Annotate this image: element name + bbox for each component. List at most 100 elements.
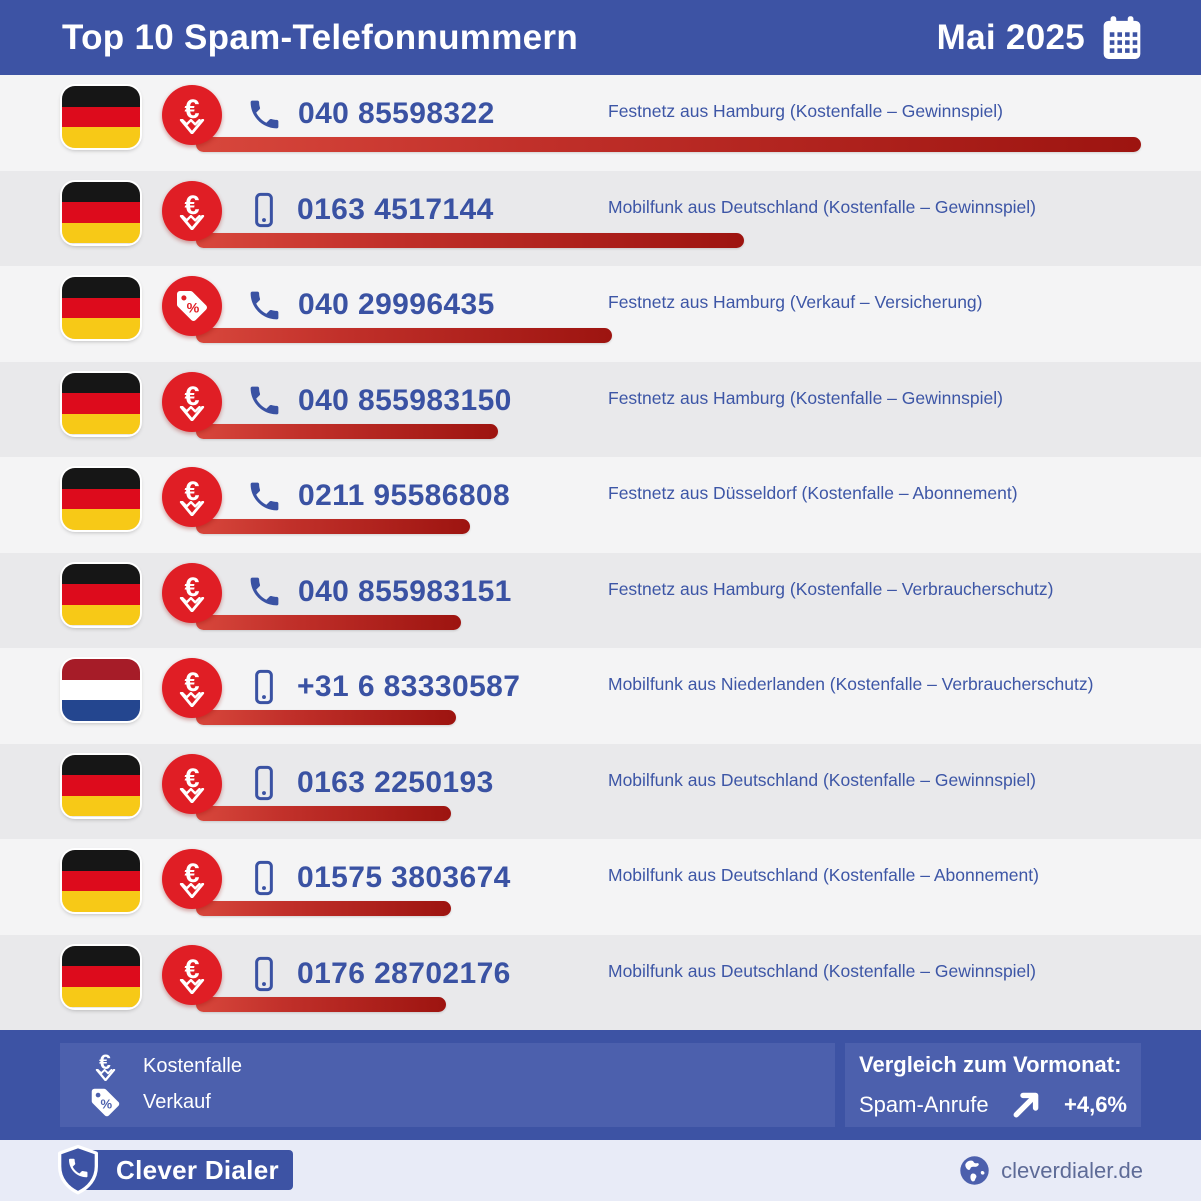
arrow-up-right-icon (1013, 1092, 1039, 1118)
spam-volume-bar (196, 996, 447, 1012)
legend-item-verkauf: % Verkauf (85, 1086, 835, 1119)
euro-trap-icon: € (179, 382, 205, 421)
legend: € Kostenfalle % Verkauf (60, 1043, 835, 1127)
euro-trap-icon: € (179, 955, 205, 994)
phone-description: Festnetz aus Hamburg (Kostenfalle – Gewi… (608, 101, 1003, 121)
spam-row-2: € % 0163 4517144 Mobilfunk aus Deutschla… (0, 170, 1201, 266)
mobile-phone-icon (246, 956, 282, 992)
phone-number: 0163 2250193 (297, 765, 494, 799)
spam-volume-bar-track (196, 996, 1141, 1012)
category-badge: € % (162, 849, 222, 909)
spam-volume-bar-track (196, 328, 1141, 343)
country-flag (62, 659, 140, 721)
svg-text:%: % (100, 1096, 112, 1111)
country-flag (62, 754, 140, 817)
legend-label: Kostenfalle (143, 1054, 242, 1077)
spam-volume-bar (196, 614, 461, 630)
phone-description: Mobilfunk aus Deutschland (Kostenfalle –… (608, 196, 1037, 217)
category-badge: € % (162, 467, 222, 527)
spam-row-5: € % 0211 95586808 Festnetz aus Düsseldor… (0, 457, 1201, 553)
phone-line: +31 6 83330587 (246, 666, 520, 708)
spam-volume-bar-track (196, 614, 1141, 630)
category-badge: € % (162, 85, 222, 145)
spam-row-7: € % +31 6 83330587 Mobilfunk aus Niederl… (0, 648, 1201, 744)
euro-trap-icon: € (179, 764, 205, 803)
phone-number: 0211 95586808 (298, 479, 511, 512)
phone-description: Festnetz aus Hamburg (Kostenfalle – Verb… (608, 578, 1054, 599)
spam-row-6: € % 040 855983151 Festnetz aus Hamburg (… (0, 552, 1201, 648)
spam-volume-bar (196, 232, 745, 248)
phone-line: 040 85598322 (246, 93, 495, 135)
website-url: cleverdialer.de (1001, 1157, 1143, 1183)
period: Mai 2025 (937, 15, 1143, 61)
brand-bar: Clever Dialer cleverdialer.de (0, 1140, 1201, 1201)
mobile-phone-icon (246, 765, 282, 801)
spam-volume-bar (196, 901, 452, 916)
phone-description: Mobilfunk aus Deutschland (Kostenfalle –… (608, 960, 1037, 981)
website: cleverdialer.de (959, 1140, 1143, 1201)
category-badge: € % (162, 753, 222, 814)
spam-row-4: € % 040 855983150 Festnetz aus Hamburg (… (0, 361, 1201, 457)
spam-volume-bar-track (196, 137, 1141, 152)
country-flag (62, 850, 140, 912)
page-title: Top 10 Spam-Telefonnummern (62, 17, 579, 57)
spam-number-list: € % 040 85598322 Festnetz aus Hamburg (K… (0, 75, 1201, 1030)
spam-volume-bar (196, 710, 456, 725)
phone-line: 0163 4517144 (246, 189, 494, 231)
comparison-label: Spam-Anrufe (859, 1092, 989, 1117)
euro-trap-icon: € (179, 860, 205, 898)
comparison-title: Vergleich zum Vormonat: (859, 1052, 1122, 1077)
header: Top 10 Spam-Telefonnummern Mai 2025 (0, 0, 1201, 75)
landline-phone-icon (246, 96, 283, 133)
phone-line: 040 855983151 (246, 571, 512, 613)
phone-description: Festnetz aus Hamburg (Kostenfalle – Gewi… (608, 387, 1003, 408)
country-flag (62, 468, 140, 530)
spam-volume-bar-track (196, 232, 1141, 248)
globe-icon (960, 1156, 989, 1185)
phone-number: 040 85598322 (298, 97, 495, 130)
phone-number: +31 6 83330587 (297, 670, 521, 703)
category-badge: € % (162, 944, 222, 1005)
shield-phone-icon (58, 1144, 98, 1195)
spam-row-1: € % 040 85598322 Festnetz aus Hamburg (K… (0, 75, 1201, 171)
clever-dialer-logo: Clever Dialer (58, 1144, 293, 1195)
svg-text:%: % (187, 301, 200, 317)
category-badge: € % (162, 276, 222, 336)
category-badge: € % (162, 371, 222, 432)
mobile-phone-icon (246, 669, 282, 705)
phone-description: Festnetz aus Hamburg (Verkauf – Versiche… (608, 292, 983, 312)
price-tag-icon: % (89, 1086, 122, 1119)
spam-volume-bar (196, 519, 471, 534)
phone-number: 040 29996435 (298, 288, 495, 321)
phone-line: 0163 2250193 (246, 762, 494, 804)
phone-line: 01575 3803674 (246, 857, 511, 899)
country-flag (62, 563, 140, 626)
landline-phone-icon (246, 478, 283, 515)
landline-phone-icon (246, 382, 283, 419)
category-badge: € % (162, 562, 222, 623)
phone-number: 0176 28702176 (297, 956, 511, 990)
spam-row-3: € % 040 29996435 Festnetz aus Hamburg (V… (0, 266, 1201, 362)
landline-phone-icon (246, 287, 283, 324)
phone-line: 0211 95586808 (246, 475, 510, 517)
comparison-value: +4,6% (1064, 1092, 1127, 1117)
euro-trap-icon: € (95, 1052, 116, 1081)
phone-description: Mobilfunk aus Deutschland (Kostenfalle –… (608, 769, 1037, 790)
spam-row-8: € % 0163 2250193 Mobilfunk aus Deutschla… (0, 743, 1201, 839)
calendar-icon (1103, 15, 1141, 59)
spam-volume-bar-track (196, 901, 1141, 916)
landline-phone-icon (246, 573, 283, 610)
euro-trap-icon: € (179, 669, 205, 707)
footer-strip: € Kostenfalle % Verkauf Vergleich zum Vo… (0, 1030, 1201, 1140)
spam-volume-bar-track (196, 710, 1141, 725)
spam-volume-bar-track (196, 805, 1141, 821)
country-flag (62, 277, 140, 339)
phone-number: 040 855983151 (298, 574, 512, 608)
country-flag (62, 372, 140, 435)
phone-line: 040 855983150 (246, 380, 512, 422)
category-badge: € % (162, 180, 222, 241)
month-comparison: Vergleich zum Vormonat: Spam-Anrufe +4,6… (845, 1043, 1141, 1127)
spam-volume-bar-track (196, 423, 1141, 439)
mobile-phone-icon (246, 860, 282, 896)
